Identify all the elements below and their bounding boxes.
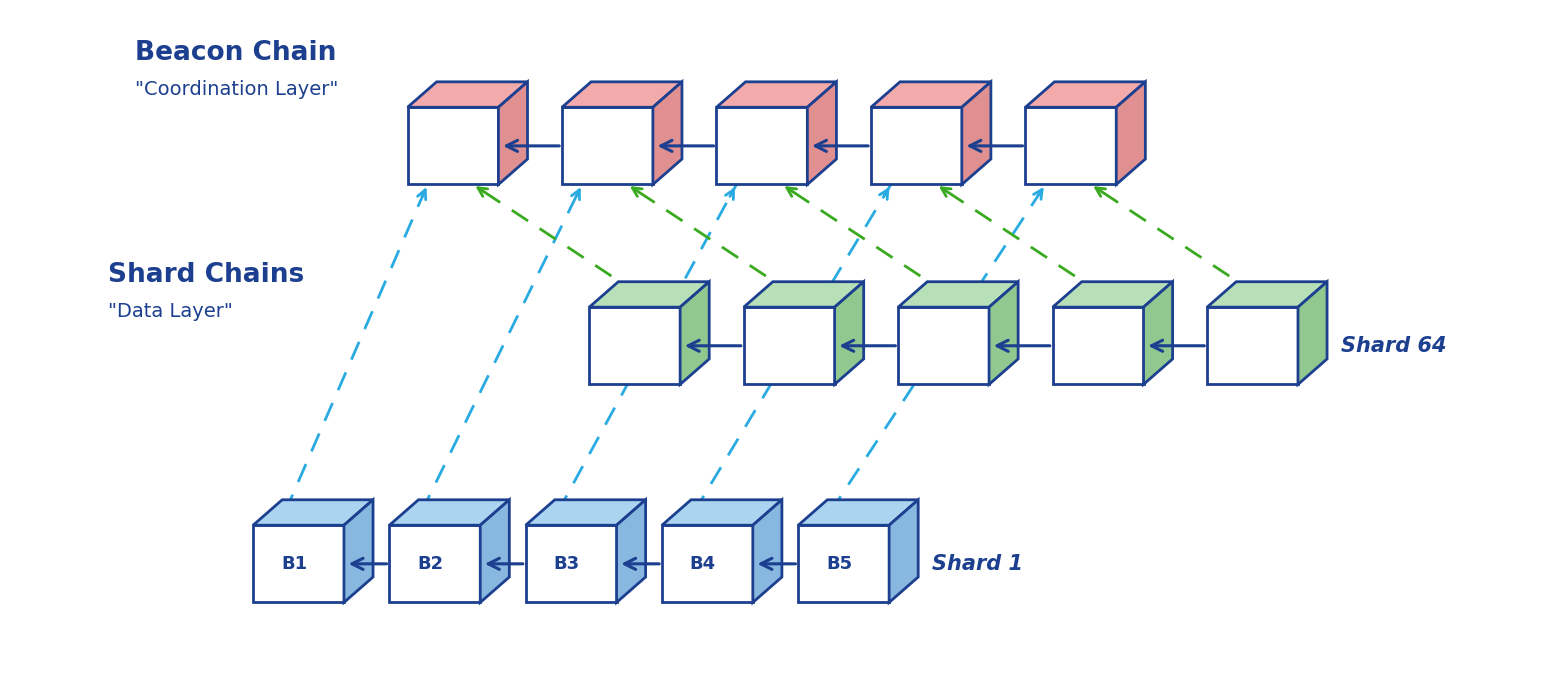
Polygon shape (344, 499, 373, 602)
Polygon shape (871, 82, 992, 107)
Text: B2: B2 (418, 555, 444, 573)
Polygon shape (1207, 307, 1298, 385)
Polygon shape (662, 499, 782, 526)
Text: Shard 1: Shard 1 (931, 554, 1022, 574)
Polygon shape (526, 526, 617, 602)
Polygon shape (662, 526, 752, 602)
Polygon shape (480, 499, 509, 602)
Polygon shape (589, 307, 680, 385)
Text: B3: B3 (554, 555, 580, 573)
Polygon shape (561, 82, 682, 107)
Polygon shape (897, 282, 1018, 307)
Polygon shape (1144, 282, 1172, 385)
Polygon shape (589, 282, 709, 307)
Polygon shape (1116, 82, 1146, 185)
Polygon shape (652, 82, 682, 185)
Polygon shape (962, 82, 992, 185)
Polygon shape (680, 282, 709, 385)
Polygon shape (743, 282, 864, 307)
Polygon shape (743, 307, 834, 385)
Text: "Coordination Layer": "Coordination Layer" (136, 80, 338, 99)
Polygon shape (561, 107, 652, 185)
Text: B4: B4 (689, 555, 715, 573)
Text: B1: B1 (281, 555, 307, 573)
Polygon shape (890, 499, 917, 602)
Polygon shape (799, 526, 890, 602)
Polygon shape (752, 499, 782, 602)
Text: "Data Layer": "Data Layer" (108, 302, 233, 322)
Polygon shape (1053, 282, 1172, 307)
Polygon shape (1207, 282, 1328, 307)
Polygon shape (526, 499, 646, 526)
Polygon shape (498, 82, 527, 185)
Polygon shape (1025, 107, 1116, 185)
Polygon shape (717, 82, 836, 107)
Text: Beacon Chain: Beacon Chain (136, 40, 336, 66)
Polygon shape (390, 526, 480, 602)
Polygon shape (407, 107, 498, 185)
Text: B5: B5 (827, 555, 853, 573)
Polygon shape (717, 107, 808, 185)
Polygon shape (799, 499, 917, 526)
Polygon shape (834, 282, 864, 385)
Polygon shape (988, 282, 1018, 385)
Polygon shape (1025, 82, 1146, 107)
Text: Shard Chains: Shard Chains (108, 262, 304, 289)
Polygon shape (871, 107, 962, 185)
Polygon shape (253, 526, 344, 602)
Polygon shape (253, 499, 373, 526)
Polygon shape (390, 499, 509, 526)
Text: Shard 64: Shard 64 (1340, 336, 1446, 356)
Polygon shape (897, 307, 988, 385)
Polygon shape (617, 499, 646, 602)
Polygon shape (407, 82, 527, 107)
Polygon shape (808, 82, 836, 185)
Polygon shape (1298, 282, 1328, 385)
Polygon shape (1053, 307, 1144, 385)
